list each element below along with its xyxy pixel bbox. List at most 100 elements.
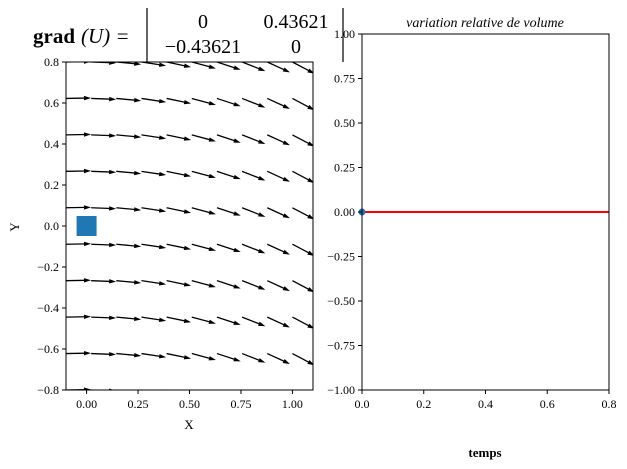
quiver-arrow — [191, 243, 216, 252]
quiver-arrow — [266, 207, 290, 219]
quiver-arrow — [66, 278, 91, 283]
quiver-arrow — [166, 316, 192, 323]
grad-label: grad — [33, 24, 75, 48]
quiver-arrow — [266, 280, 290, 292]
quiver-arrow — [266, 134, 290, 146]
x-tick-label: 0.50 — [179, 397, 200, 411]
y-tick-label: 0.25 — [334, 161, 355, 175]
y-tick-label: −0.8 — [37, 383, 59, 397]
y-tick-label: 0.0 — [44, 219, 59, 233]
quiver-arrow — [116, 207, 142, 212]
quiver-arrow — [141, 280, 167, 286]
quiver-plot: 0.00 0.25 0.50 0.75 1.00 −0.8 −0.6 −0.4 −0.2 0.0 0… — [37, 55, 314, 411]
volume-plot: variation relative de volume 0.0 0.2 0.4 0.… — [327, 16, 616, 411]
quiver-arrow — [91, 352, 117, 357]
quiver-arrow — [266, 97, 290, 109]
quiver-arrow — [91, 242, 117, 248]
quiver-arrow — [141, 207, 167, 213]
quiver-arrow — [166, 134, 192, 141]
quiver-arrow — [191, 280, 216, 288]
x-tick-label: 0.6 — [540, 397, 555, 411]
y-tick-label: 0.75 — [334, 72, 355, 86]
y-tick-label: −0.25 — [327, 250, 355, 264]
quiver-arrow — [166, 207, 192, 214]
quiver-arrow — [141, 62, 167, 67]
temps-axis-label: temps — [468, 445, 501, 460]
quiver-arrow — [66, 241, 91, 247]
quiver-arrow — [191, 389, 195, 390]
quiver-arrow — [141, 134, 167, 140]
x-tick-label: 0.8 — [602, 397, 617, 411]
quiver-arrow — [292, 316, 313, 329]
quiver-arrow — [266, 62, 290, 73]
y-tick-label: 0.50 — [334, 116, 355, 130]
quiver-arrow — [166, 62, 192, 68]
matrix-cell: 0 — [198, 11, 208, 33]
quiver-arrow — [116, 97, 142, 103]
quiver-arrow — [241, 170, 266, 181]
quiver-arrow — [116, 316, 142, 321]
quiver-arrow — [216, 170, 241, 180]
y-tick-label: −0.75 — [327, 339, 355, 353]
quiver-arrow — [216, 207, 241, 216]
quiver-arrow — [241, 207, 266, 217]
matrix-cell: −0.43621 — [165, 36, 241, 58]
quiver-arrow — [216, 316, 241, 325]
quiver-arrow — [166, 280, 192, 287]
quiver-arrow — [241, 97, 266, 108]
y-tick-label: 0.2 — [44, 178, 59, 192]
right-title: variation relative de volume — [406, 16, 564, 31]
quiver-arrow — [91, 315, 117, 320]
quiver-arrow — [116, 352, 142, 358]
quiver-arrow — [141, 243, 167, 250]
quiver-arrow — [141, 389, 146, 390]
x-tick-label: 0.25 — [128, 397, 149, 411]
x-tick-label: 0.4 — [478, 397, 493, 411]
y-tick-label: 0.6 — [44, 96, 59, 110]
quiver-arrow — [116, 170, 142, 176]
quiver-arrow — [116, 280, 142, 285]
y-tick-label: −0.50 — [327, 294, 355, 308]
quiver-arrow — [91, 388, 114, 390]
quiver-arrow — [91, 96, 117, 102]
quiver-arrows — [66, 62, 313, 390]
quiver-arrow — [216, 352, 241, 362]
quiver-arrow — [216, 280, 241, 289]
matrix-cell: 0 — [291, 36, 301, 58]
quiver-arrow — [166, 243, 192, 251]
quiver-arrow — [91, 169, 117, 175]
y-tick-label: −0.2 — [37, 260, 59, 274]
quiver-arrow — [166, 389, 170, 390]
left-axes-frame — [65, 61, 314, 391]
quiver-arrow — [66, 132, 91, 137]
y-tick-label: −0.4 — [37, 301, 59, 315]
x-tick-label: 0.00 — [76, 397, 97, 411]
y-tick-label: 0.4 — [44, 137, 59, 151]
quiver-arrow — [166, 170, 192, 178]
quiver-arrow — [191, 316, 216, 324]
quiver-arrow — [241, 134, 266, 145]
matrix-cell: 0.43621 — [264, 11, 329, 33]
x-tick-label: 1.00 — [282, 397, 303, 411]
quiver-arrow — [91, 133, 117, 138]
quiver-arrow — [241, 316, 266, 327]
quiver-arrow — [216, 62, 241, 70]
quiver-arrow — [66, 351, 91, 356]
quiver-arrow — [191, 207, 216, 215]
quiver-arrow — [66, 205, 91, 210]
quiver-arrow — [216, 243, 241, 253]
x-tick-label: 0.75 — [230, 397, 251, 411]
square-marker — [76, 216, 97, 236]
quiver-arrow — [266, 316, 290, 328]
x-tick-label: 0.0 — [355, 397, 370, 411]
quiver-arrow — [292, 352, 313, 365]
grad-title: grad (U) = 0 0.43621 −0.43621 0 — [33, 8, 344, 62]
quiver-arrow — [292, 243, 313, 256]
quiver-arrow — [66, 95, 91, 101]
quiver-arrow — [266, 170, 290, 182]
quiver-arrow — [116, 134, 142, 139]
y-tick-label: 0.00 — [334, 205, 355, 219]
quiver-arrow — [91, 279, 117, 284]
quiver-arrow — [216, 134, 241, 143]
